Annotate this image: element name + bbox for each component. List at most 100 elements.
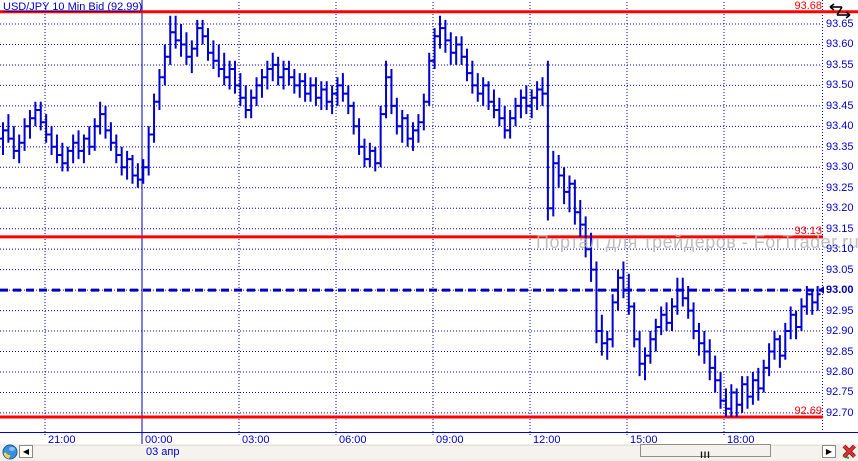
- scroll-right-button[interactable]: ▶: [822, 445, 836, 458]
- time-axis-label: 09:00: [436, 434, 464, 446]
- ohlc-bar: [620, 261, 627, 299]
- price-axis-label: 92.75: [826, 386, 854, 399]
- current-price-label: 93.00: [826, 284, 854, 297]
- ohlc-bar: [539, 77, 546, 106]
- ohlc-bar: [237, 73, 244, 106]
- ohlc-bar: [264, 60, 271, 90]
- ohlc-bar: [43, 114, 50, 143]
- ohlc-bar: [561, 167, 568, 205]
- ohlc-bar: [674, 277, 681, 315]
- ohlc-bar: [609, 294, 616, 348]
- scroll-left-button[interactable]: ◀: [19, 445, 33, 458]
- time-axis-label: 06:00: [339, 434, 367, 446]
- ohlc-bar: [16, 134, 23, 164]
- ohlc-bar: [86, 126, 93, 155]
- ohlc-bar: [253, 77, 260, 106]
- price-scale-tool-icon[interactable]: [827, 2, 853, 20]
- ohlc-bar: [544, 60, 551, 221]
- delete-red-x-icon[interactable]: [841, 443, 858, 460]
- ohlc-bar: [512, 97, 519, 127]
- ohlc-bar: [571, 179, 578, 225]
- ohlc-bar: [296, 73, 303, 98]
- time-axis-label: 00:00: [145, 434, 173, 446]
- ohlc-bar: [523, 85, 530, 115]
- ohlc-bar: [690, 302, 697, 340]
- ohlc-bar: [695, 322, 702, 356]
- ohlc-bar: [75, 130, 82, 160]
- ohlc-bar: [501, 105, 508, 139]
- globe-icon[interactable]: [2, 444, 18, 460]
- scrollbar-grip: III: [700, 450, 711, 460]
- ohlc-bar: [53, 134, 60, 164]
- scrollbar-track[interactable]: [34, 445, 820, 459]
- ohlc-bar: [755, 367, 762, 401]
- watermark: Портал для трейдеров - ForTrader.ru: [536, 232, 858, 252]
- scrollbar-thumb[interactable]: III: [640, 444, 771, 460]
- red-level-label: 93.13: [794, 224, 822, 237]
- chart-title: USD/JPY 10 Min Bid (92.99): [3, 1, 143, 13]
- price-axis-label: 93.30: [826, 161, 854, 174]
- ohlc-bar: [631, 302, 638, 348]
- ohlc-bar: [124, 150, 131, 180]
- price-axis-label: 92.90: [826, 325, 854, 338]
- ohlc-bar: [555, 155, 562, 188]
- price-axis-label: 93.40: [826, 120, 854, 133]
- ohlc-bar: [463, 48, 470, 82]
- ohlc-bar: [668, 298, 675, 331]
- ohlc-bar: [151, 93, 158, 143]
- ohlc-bar: [458, 36, 465, 65]
- ohlc-bar: [420, 93, 427, 131]
- ohlc-bar: [339, 73, 346, 102]
- ohlc-bar: [496, 97, 503, 127]
- ohlc-bar: [26, 110, 33, 139]
- time-axis-label: 15:00: [630, 434, 658, 446]
- ohlc-bar: [215, 44, 222, 78]
- ohlc-bar: [404, 114, 411, 147]
- ohlc-bar: [453, 36, 460, 65]
- time-axis-label: 21:00: [48, 434, 76, 446]
- ohlc-bar: [787, 306, 794, 340]
- ohlc-bar: [415, 114, 422, 143]
- ohlc-bar: [129, 155, 136, 184]
- ohlc-bar: [21, 118, 28, 151]
- ohlc-bar: [426, 52, 433, 106]
- ohlc-bar: [604, 331, 611, 360]
- ohlc-bar: [210, 40, 217, 69]
- ohlc-bar: [366, 142, 373, 168]
- ohlc-bar: [102, 105, 109, 139]
- ohlc-bar: [647, 331, 654, 364]
- price-axis-label: 93.55: [826, 58, 854, 71]
- ohlc-bar: [598, 314, 605, 356]
- ohlc-bar: [652, 318, 659, 352]
- ohlc-bar: [10, 126, 17, 160]
- ohlc-bar: [172, 15, 179, 49]
- ohlc-bar: [447, 32, 454, 65]
- ohlc-bar: [231, 60, 238, 94]
- price-axis-label: 93.10: [826, 243, 854, 256]
- ohlc-bar: [712, 355, 719, 393]
- price-axis-label: 93.15: [826, 222, 854, 235]
- ohlc-bar: [0, 122, 6, 155]
- ohlc-bar: [399, 110, 406, 143]
- bottom-toolbar: ◀ III ▶: [0, 444, 858, 461]
- ohlc-bar: [469, 60, 476, 94]
- price-axis-label: 93.60: [826, 38, 854, 51]
- ohlc-bar: [48, 126, 55, 155]
- ohlc-bar: [782, 322, 789, 360]
- ohlc-bar: [178, 24, 185, 57]
- ohlc-bar: [793, 310, 800, 340]
- ohlc-bar: [356, 118, 363, 155]
- price-axis-label: 92.85: [826, 345, 854, 358]
- current-price-marker: [819, 286, 824, 295]
- ohlc-bar: [474, 73, 481, 102]
- ohlc-bar: [771, 331, 778, 360]
- ohlc-bar: [436, 15, 443, 49]
- ohlc-bar: [377, 105, 384, 168]
- ohlc-bar: [248, 89, 255, 119]
- ohlc-bar: [269, 52, 276, 82]
- ohlc-bar: [701, 331, 708, 364]
- ohlc-bar: [80, 134, 87, 164]
- ohlc-bar: [140, 159, 147, 184]
